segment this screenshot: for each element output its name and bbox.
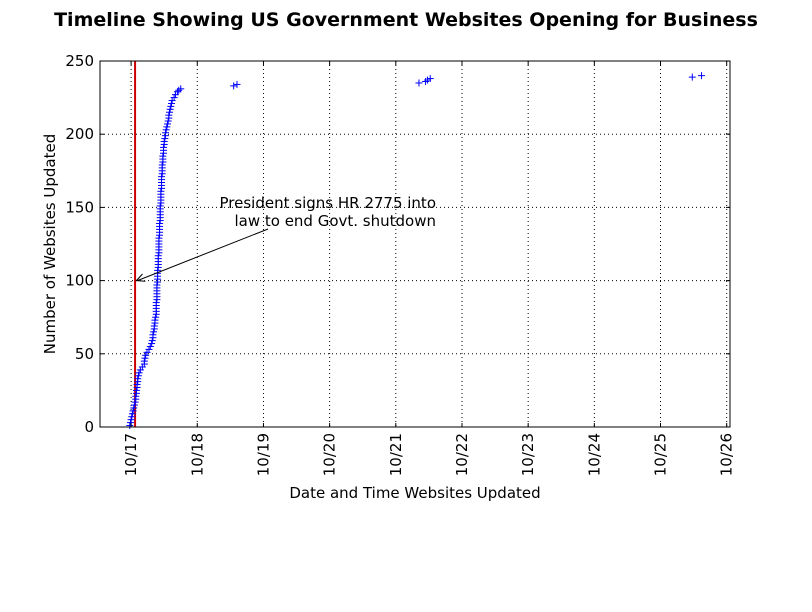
data-point [173, 88, 181, 96]
x-tick-label: 10/26 [718, 433, 736, 476]
data-point [146, 342, 154, 350]
annotation: President signs HR 2775 into law to end … [135, 194, 436, 282]
data-point [130, 404, 138, 412]
data-point [132, 392, 140, 400]
y-tick-label: 0 [84, 418, 94, 436]
data-point [152, 313, 160, 321]
x-axis-label: Date and Time Websites Updated [289, 484, 541, 502]
x-tick-label: 10/22 [453, 433, 471, 476]
data-point [131, 398, 139, 406]
data-point [126, 422, 134, 430]
y-tick-label: 100 [65, 272, 94, 290]
data-point [148, 337, 156, 345]
data-point [688, 73, 696, 81]
data-point [134, 375, 142, 383]
data-point [165, 111, 173, 119]
data-point [152, 299, 160, 307]
axis-ticks: 10/17 10/18 10/19 10/20 10/21 10/22 10/23 10/24… [65, 52, 735, 476]
x-tick-label: 10/23 [519, 433, 537, 476]
data-point [167, 99, 175, 107]
data-point [128, 413, 136, 421]
data-point [158, 161, 166, 169]
data-point [163, 123, 171, 131]
data-point [164, 120, 171, 128]
data-point [167, 102, 175, 110]
data-point [170, 94, 178, 102]
chart-title: Timeline Showing US Government Websites … [54, 9, 758, 31]
plot-frame [99, 60, 731, 428]
data-point [127, 416, 135, 424]
data-point [128, 410, 136, 418]
data-point [130, 401, 138, 409]
data-point [156, 220, 164, 228]
data-point [150, 322, 158, 330]
data-point [157, 187, 165, 195]
data-point [154, 252, 162, 260]
data-point [156, 202, 164, 210]
y-axis-label: Number of Websites Updated [41, 133, 59, 355]
y-tick-label: 200 [65, 125, 94, 143]
data-point [126, 419, 134, 427]
data-point [133, 381, 141, 389]
y-tick-label: 250 [65, 52, 94, 70]
y-tick-label: 50 [75, 345, 94, 363]
data-point [177, 85, 185, 93]
grid [100, 60, 730, 428]
data-point [166, 105, 174, 113]
annotation-line-2: law to end Govt. shutdown [234, 212, 436, 230]
x-tick-label: 10/19 [254, 433, 272, 476]
annotation-arrow [137, 228, 269, 282]
data-point [159, 152, 167, 160]
data-point [160, 138, 168, 146]
data-point [426, 75, 434, 83]
data-point [148, 340, 156, 348]
data-point [153, 281, 161, 289]
x-tick-label: 10/24 [585, 433, 603, 476]
data-point [134, 372, 142, 380]
data-point [141, 354, 149, 362]
data-point [415, 79, 423, 87]
data-point [155, 234, 163, 242]
data-point [162, 126, 170, 134]
data-point [165, 108, 173, 116]
data-point [135, 369, 143, 377]
y-tick-label: 150 [65, 198, 94, 216]
data-point [140, 357, 148, 365]
data-point [164, 117, 172, 125]
x-tick-label: 10/17 [122, 433, 140, 476]
data-point [151, 316, 159, 324]
annotation-line-1: President signs HR 2775 into [220, 194, 436, 212]
data-points [126, 72, 706, 430]
data-point [150, 328, 158, 336]
data-point [149, 331, 157, 339]
x-tick-label: 10/21 [387, 433, 405, 476]
data-point [162, 129, 170, 137]
data-point [230, 82, 238, 90]
data-point [161, 135, 169, 143]
data-point [145, 345, 153, 353]
data-point [132, 386, 140, 394]
data-point [142, 351, 150, 359]
data-point [233, 80, 241, 88]
data-point [158, 173, 166, 181]
x-tick-label: 10/20 [321, 433, 339, 476]
annotation-arrowhead [135, 273, 146, 282]
data-point [129, 407, 137, 415]
data-point [160, 143, 168, 151]
data-point [698, 72, 706, 80]
x-tick-label: 10/25 [652, 433, 670, 476]
x-tick-label: 10/18 [188, 433, 206, 476]
